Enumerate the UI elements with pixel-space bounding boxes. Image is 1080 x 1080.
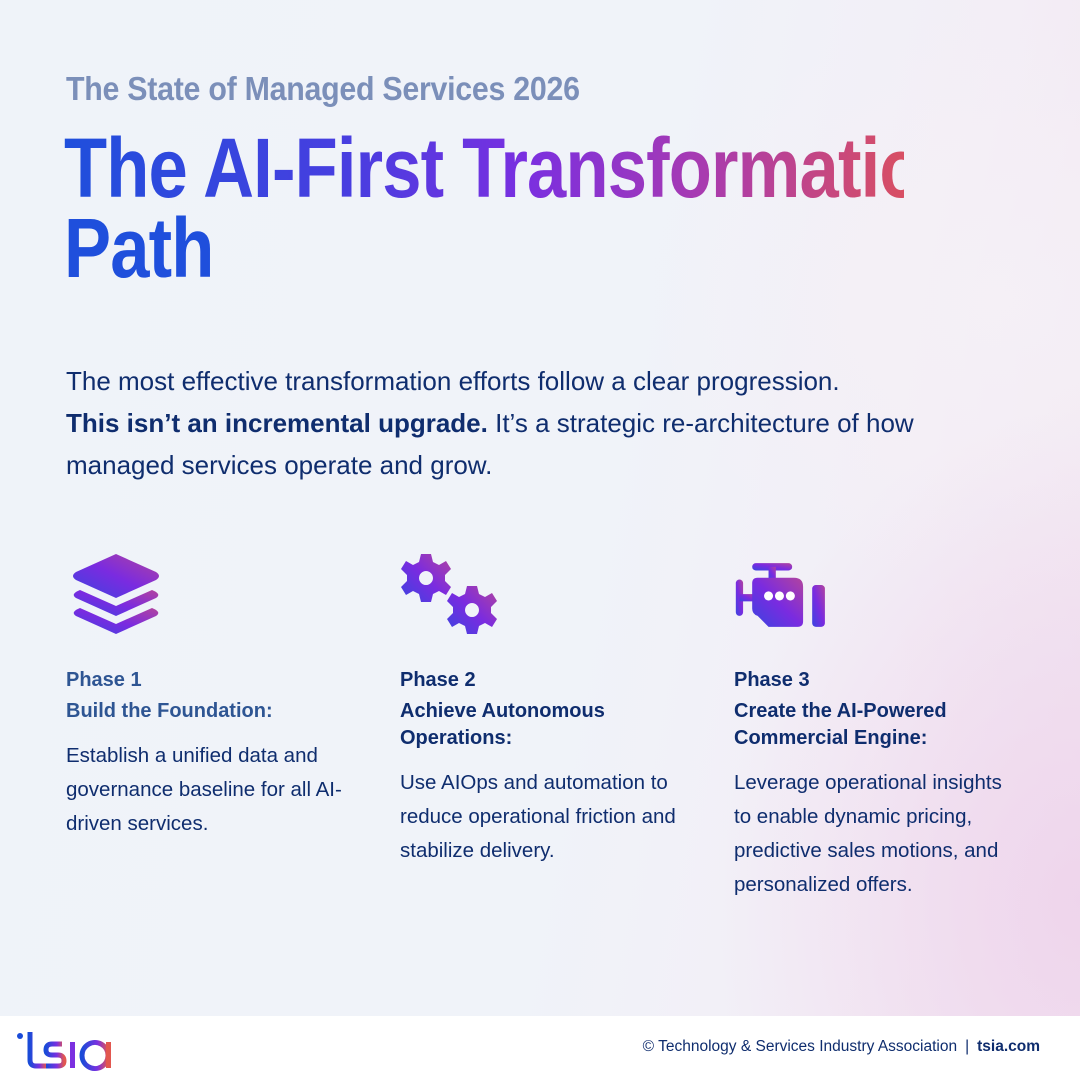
intro-paragraph: The most effective transformation effort…	[66, 360, 1026, 486]
site-link[interactable]: tsia.com	[977, 1038, 1040, 1055]
layers-icon	[73, 554, 159, 634]
title-line-1: The AI-First Transformation	[64, 121, 965, 215]
phase-label: Phase 3	[734, 669, 810, 691]
copyright-owner: © Technology & Services Industry Associa…	[642, 1038, 958, 1055]
page-title: The AI-First Transformation Path	[64, 121, 965, 295]
phase-description: Leverage operational insights to enable …	[734, 771, 1002, 896]
phase-label: Phase 2	[400, 669, 476, 691]
tsia-logo	[17, 1032, 111, 1071]
phase-3-card: Phase 3 Create the AI-Powered Commercial…	[734, 550, 1034, 902]
background	[0, 0, 1080, 1016]
phase-heading: Create the AI-Powered Commercial Engine:	[734, 700, 947, 749]
intro-sentence-1: The most effective transformation effort…	[66, 366, 840, 396]
footer: © Technology & Services Industry Associa…	[0, 1016, 1080, 1080]
separator: |	[965, 1038, 970, 1055]
title-line-2: Path	[64, 201, 214, 295]
engine-icon	[735, 563, 825, 627]
main-content: The State of Managed Services 2026 The A…	[64, 70, 1034, 902]
intro-bold: This isn’t an incremental upgrade.	[66, 408, 488, 438]
intro-sentence-2: It’s a strategic re-architecture of how …	[66, 408, 914, 480]
gears-icon	[401, 554, 497, 634]
phase-heading: Achieve Autonomous Operations:	[400, 700, 605, 749]
phase-description: Use AIOps and automation to reduce opera…	[400, 771, 676, 862]
report-kicker: The State of Managed Services 2026	[66, 70, 580, 107]
phase-2-card: Phase 2 Achieve Autonomous Operations: U…	[400, 550, 700, 868]
phase-heading: Build the Foundation:	[66, 700, 273, 722]
phase-label: Phase 1	[66, 669, 142, 691]
phase-description: Establish a unified data and governance …	[66, 744, 342, 835]
copyright-text: © Technology & Services Industry Associa…	[643, 1038, 1040, 1056]
phase-1-card: Phase 1 Build the Foundation: Establish …	[66, 550, 366, 841]
